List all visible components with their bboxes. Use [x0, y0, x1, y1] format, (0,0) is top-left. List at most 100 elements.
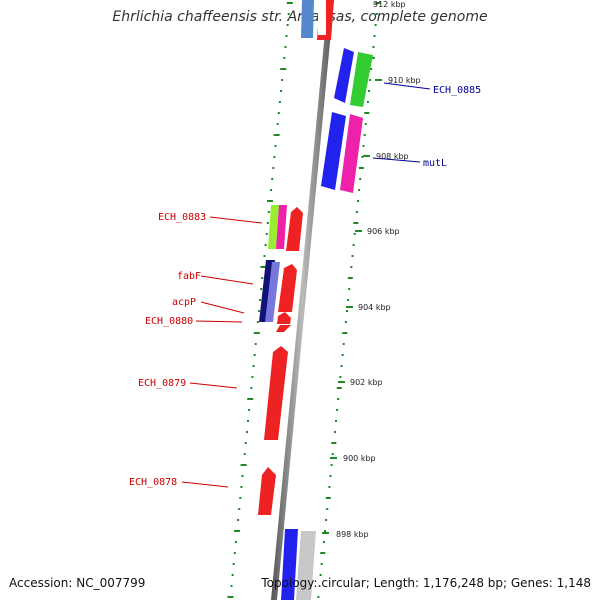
gc-tick: [239, 497, 242, 499]
reverse-genes: [258, 205, 316, 600]
gc-tick: [320, 563, 323, 565]
gc-tick: [280, 90, 282, 92]
gc-tick: [322, 541, 325, 543]
gc-tick: [271, 178, 274, 180]
gene-arrow: [340, 114, 363, 193]
gene-arrow: [318, 0, 326, 35]
gc-tick: [319, 574, 322, 576]
gc-tick: [267, 200, 273, 202]
gc-tick: [375, 13, 378, 15]
gc-tick: [250, 387, 253, 389]
gene-arrow: [258, 467, 276, 515]
gc-tick: [277, 112, 280, 114]
gc-tick: [261, 277, 264, 279]
gc-tick: [358, 189, 361, 191]
gc-tick: [230, 585, 233, 587]
gc-tick: [357, 200, 359, 202]
gc-tick: [340, 365, 343, 367]
kbp-label: 906 kbp: [367, 227, 400, 236]
gc-tick: [231, 574, 234, 576]
gc-tick: [373, 35, 376, 37]
gc-tick: [245, 431, 248, 433]
gc-tick: [286, 24, 289, 26]
gene-arrow: [281, 529, 298, 600]
gene-arrow: [264, 346, 288, 440]
gc-tick: [258, 310, 260, 312]
gc-tick: [359, 178, 362, 180]
gc-tick: [280, 68, 287, 70]
gc-tick: [368, 90, 370, 92]
gc-tick: [328, 486, 331, 488]
gc-tick: [240, 464, 247, 466]
gc-tick: [244, 442, 247, 444]
inner-gc-track: [227, 2, 293, 598]
gene-arrow: [321, 112, 346, 190]
kbp-label: 904 kbp: [358, 303, 391, 312]
gene-arrow: [278, 264, 297, 312]
gc-tick: [336, 409, 339, 411]
gc-tick: [240, 486, 243, 488]
gc-tick: [352, 244, 355, 246]
gc-tick: [276, 123, 279, 125]
gene-arrow: [296, 531, 316, 600]
gc-tick: [283, 57, 286, 59]
genome-backbone: [271, 0, 334, 600]
gc-tick: [270, 189, 273, 191]
kbp-label: 912 kbp: [373, 0, 406, 9]
gene-arrow: [286, 207, 303, 251]
gene-label: acpP: [172, 297, 196, 308]
gene-label: ECH_0883: [158, 212, 206, 223]
gc-tick: [234, 541, 237, 543]
gc-tick: [369, 79, 372, 81]
map-title: Ehrlichia chaffeensis str. Arkansas, com…: [112, 9, 488, 25]
gene-arrow: [301, 0, 314, 38]
gc-tick: [234, 530, 240, 532]
gc-tick: [247, 398, 254, 400]
gc-tick: [366, 101, 369, 103]
gc-tick: [333, 431, 336, 433]
gc-tick: [273, 156, 276, 158]
gc-tick: [272, 167, 275, 169]
gc-tick: [358, 167, 364, 169]
gc-tick: [361, 156, 364, 158]
gene-arrow: [276, 205, 287, 249]
gc-tick: [256, 321, 259, 323]
gc-tick: [252, 365, 255, 367]
gc-tick: [330, 464, 333, 466]
kbp-label: 908 kbp: [376, 152, 409, 161]
gc-tick: [237, 519, 240, 521]
kbp-label: 900 kbp: [343, 454, 376, 463]
gc-tick: [350, 266, 353, 268]
gc-tick: [329, 475, 332, 477]
gc-tick: [284, 46, 287, 48]
gc-tick: [318, 585, 321, 587]
gc-tick: [326, 508, 329, 510]
gc-tick: [264, 244, 267, 246]
gc-tick: [287, 13, 290, 15]
outer-gc-track: [317, 2, 381, 598]
gc-tick: [325, 519, 328, 521]
gc-tick: [320, 552, 326, 554]
gc-tick: [355, 211, 358, 213]
gc-tick: [325, 497, 331, 499]
gc-tick: [266, 222, 269, 224]
gc-tick: [278, 101, 281, 103]
gc-tick: [253, 332, 260, 334]
gc-tick: [259, 299, 262, 301]
gene-label: mutL: [423, 158, 447, 169]
gc-tick: [347, 299, 350, 301]
gc-tick: [265, 233, 268, 235]
kbp-label: 902 kbp: [350, 378, 383, 387]
kbp-label: 898 kbp: [336, 530, 369, 539]
label-leader-lines: [181, 82, 431, 488]
gc-tick: [286, 2, 293, 4]
gc-tick: [233, 552, 236, 554]
gc-tick: [273, 134, 280, 136]
gc-tick: [344, 321, 347, 323]
gc-tick: [347, 277, 353, 279]
gene-label: fabF: [177, 271, 201, 282]
gc-tick: [285, 35, 288, 37]
gc-tick: [254, 343, 257, 345]
gc-tick: [341, 354, 344, 356]
